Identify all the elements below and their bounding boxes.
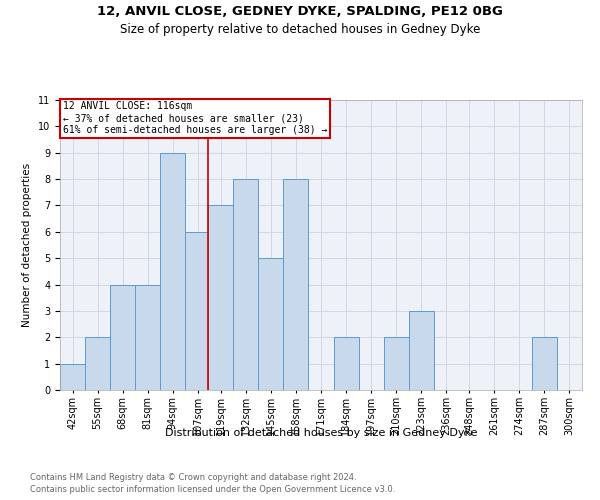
Bar	[208, 206, 233, 390]
Bar	[60, 364, 85, 390]
Bar	[283, 179, 308, 390]
Text: 12 ANVIL CLOSE: 116sqm
← 37% of detached houses are smaller (23)
61% of semi-det: 12 ANVIL CLOSE: 116sqm ← 37% of detached…	[62, 102, 327, 134]
Bar	[383, 338, 409, 390]
Text: Distribution of detached houses by size in Gedney Dyke: Distribution of detached houses by size …	[165, 428, 477, 438]
Bar	[85, 338, 110, 390]
Text: Contains HM Land Registry data © Crown copyright and database right 2024.: Contains HM Land Registry data © Crown c…	[30, 472, 356, 482]
Bar	[185, 232, 210, 390]
Bar	[135, 284, 160, 390]
Bar	[110, 284, 135, 390]
Bar	[334, 338, 359, 390]
Text: Contains public sector information licensed under the Open Government Licence v3: Contains public sector information licen…	[30, 485, 395, 494]
Bar	[532, 338, 557, 390]
Text: 12, ANVIL CLOSE, GEDNEY DYKE, SPALDING, PE12 0BG: 12, ANVIL CLOSE, GEDNEY DYKE, SPALDING, …	[97, 5, 503, 18]
Bar	[233, 179, 259, 390]
Y-axis label: Number of detached properties: Number of detached properties	[22, 163, 32, 327]
Text: Size of property relative to detached houses in Gedney Dyke: Size of property relative to detached ho…	[120, 22, 480, 36]
Bar	[160, 152, 185, 390]
Bar	[409, 311, 434, 390]
Bar	[259, 258, 283, 390]
